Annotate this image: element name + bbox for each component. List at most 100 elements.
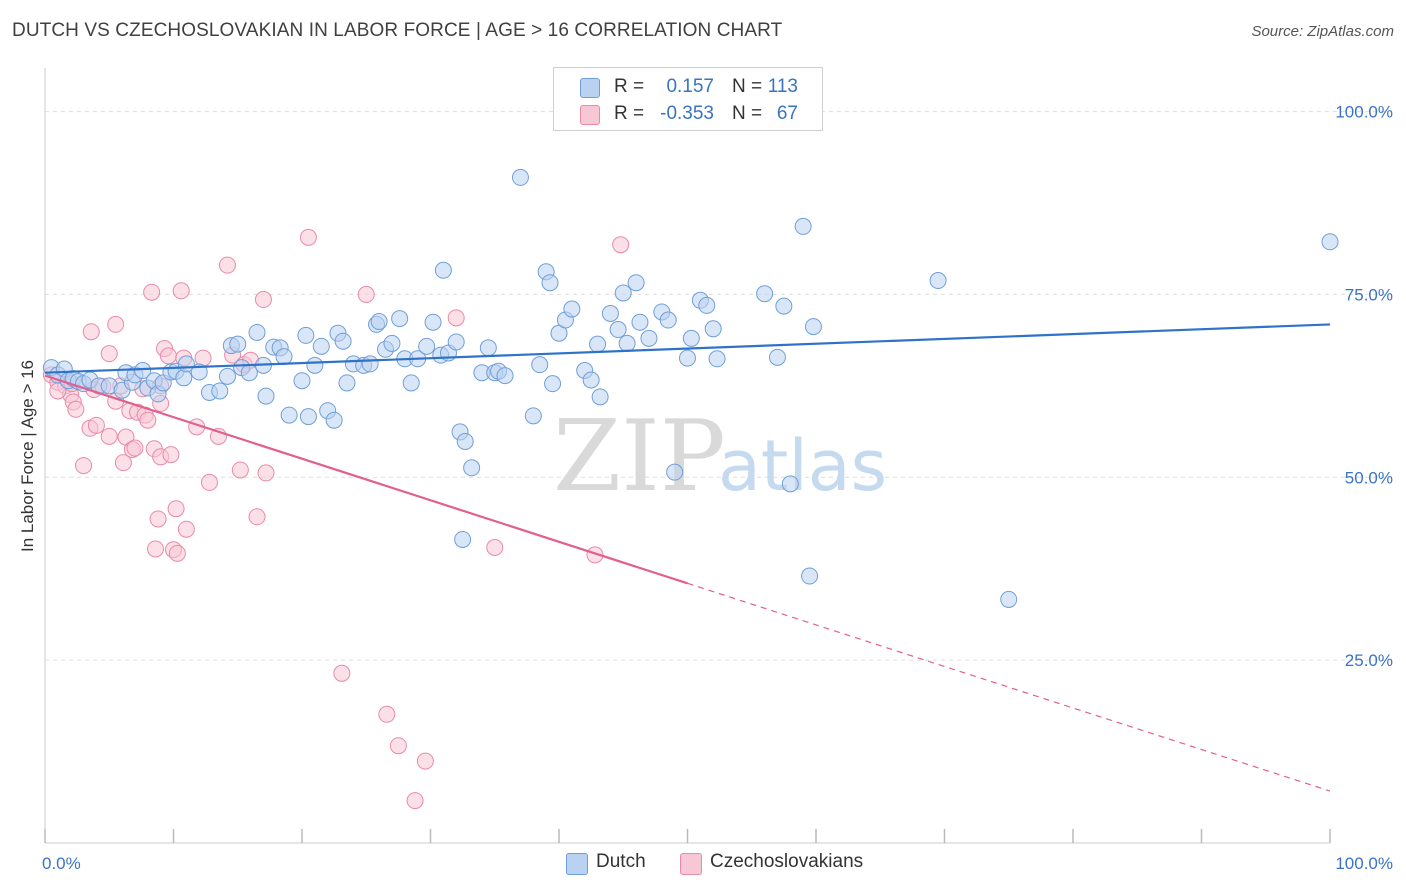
czech-points (42, 228, 630, 810)
dutch-point (402, 374, 420, 392)
dutch-point (418, 337, 436, 355)
czech-point (333, 664, 351, 682)
czech-point (177, 520, 195, 538)
dutch-point (601, 304, 619, 322)
legend-r-label: R = (614, 76, 645, 97)
dutch-point (591, 388, 609, 406)
dutch-point (134, 361, 152, 379)
czech-point (67, 400, 85, 418)
dutch-point (614, 284, 632, 302)
czech-point (248, 508, 266, 526)
dutch-point (496, 367, 514, 385)
bottom-legend-label-czech: Czechoslovakians (710, 851, 864, 872)
dutch-points (42, 168, 1339, 608)
tick-labels: 25.0% 50.0% 75.0% 100.0% 0.0% 100.0% (42, 103, 1393, 873)
dutch-point (640, 329, 658, 347)
czech-point (87, 416, 105, 434)
czech-point (406, 792, 424, 810)
dutch-point (1321, 233, 1339, 251)
czech-point (168, 544, 186, 562)
dutch-point (511, 168, 529, 186)
legend: R = 0.157 N = 113 R = -0.353 N = 67 (553, 67, 823, 131)
gridlines (45, 111, 1392, 661)
dutch-point (312, 337, 330, 355)
dutch-point (929, 272, 947, 290)
dutch-point (383, 334, 401, 352)
dutch-point (293, 372, 311, 390)
czech-point (147, 540, 165, 558)
dutch-point (211, 382, 229, 400)
czech-trend-line-dashed (687, 582, 1331, 792)
dutch-point (708, 350, 726, 368)
czech-point (486, 539, 504, 557)
czech-point (378, 705, 396, 723)
dutch-point (334, 332, 352, 350)
legend-r-value: -0.353 (660, 103, 714, 124)
dutch-point (618, 334, 636, 352)
dutch-point (325, 411, 343, 429)
czech-point (231, 461, 249, 479)
czech-point (107, 315, 125, 333)
dutch-point (524, 407, 542, 425)
czech-point (612, 236, 630, 254)
dutch-point (275, 348, 293, 366)
legend-n-value: 67 (776, 103, 798, 124)
legend-n-value: 113 (767, 76, 798, 97)
dutch-point (582, 371, 600, 389)
dutch-point (454, 530, 472, 548)
czech-point (167, 500, 185, 518)
legend-r-label: R = (614, 103, 645, 124)
trend-lines (44, 323, 1331, 792)
legend-swatch-czech (580, 105, 600, 125)
dutch-point (257, 387, 275, 405)
dutch-point (1000, 590, 1018, 608)
watermark-atlas: atlas (718, 425, 887, 507)
watermark-zip: ZIP (553, 400, 726, 514)
dutch-point (280, 406, 298, 424)
dutch-point (589, 335, 607, 353)
dutch-point (768, 348, 786, 366)
dutch-point (229, 335, 247, 353)
czech-point (114, 454, 132, 472)
dutch-point (306, 356, 324, 374)
dutch-point (804, 318, 822, 336)
dutch-point (609, 321, 627, 339)
dutch-point (370, 312, 388, 330)
dutch-point (627, 274, 645, 292)
x-tick-label: 100.0% (1335, 854, 1393, 873)
chart-title: DUTCH VS CZECHOSLOVAKIAN IN LABOR FORCE … (12, 20, 783, 41)
czech-point (447, 309, 465, 327)
czech-point (100, 345, 118, 363)
dutch-point (479, 339, 497, 357)
dutch-point (698, 296, 716, 314)
legend-n-label: N = (732, 76, 763, 97)
dutch-point (391, 310, 409, 328)
bottom-legend-swatch-dutch (566, 853, 588, 875)
dutch-point (447, 333, 465, 351)
y-axis-label: In Labor Force | Age > 16 (18, 360, 37, 552)
czech-point (357, 285, 375, 303)
czech-point (100, 427, 118, 445)
czech-point (389, 737, 407, 755)
y-tick-label: 100.0% (1335, 103, 1393, 122)
czech-trend-line (44, 374, 688, 585)
czech-point (82, 323, 100, 341)
czech-point (143, 283, 161, 301)
dutch-point (361, 355, 379, 373)
dutch-trend-line (44, 323, 1331, 374)
czech-point (139, 411, 157, 429)
dutch-point (240, 364, 258, 382)
bottom-legend-label-dutch: Dutch (596, 851, 646, 872)
czech-point (218, 256, 236, 274)
dutch-point (679, 349, 696, 367)
czech-point (257, 464, 275, 482)
dutch-point (544, 375, 562, 393)
dutch-point (531, 356, 549, 374)
legend-n-label: N = (732, 103, 763, 124)
dutch-point (781, 475, 799, 493)
czech-point (75, 457, 93, 475)
czech-point (172, 282, 190, 300)
dutch-point (563, 300, 581, 318)
watermark: ZIP atlas (553, 400, 887, 514)
bottom-legend: Dutch Czechoslovakians (0, 851, 1406, 877)
